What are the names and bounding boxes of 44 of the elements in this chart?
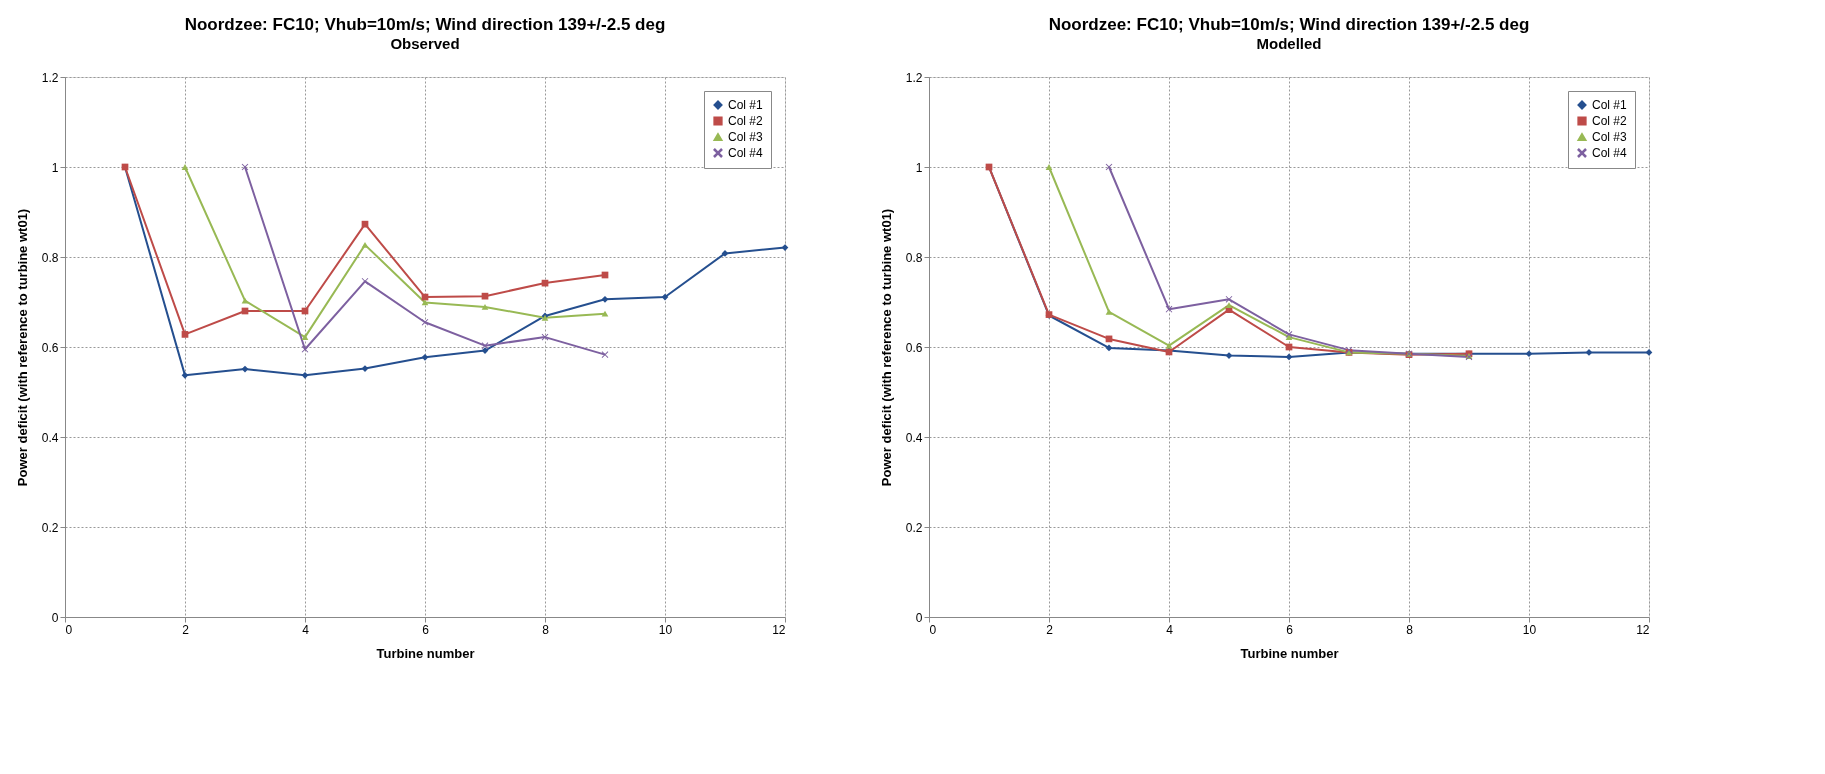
legend-label: Col #2 bbox=[1592, 114, 1628, 128]
chart-subtitle: Observed bbox=[390, 35, 460, 52]
legend-label: Col #3 bbox=[728, 130, 764, 144]
x-tick-label: 6 bbox=[1286, 622, 1294, 637]
y-tick-label: 0 bbox=[51, 610, 59, 625]
y-tick-label: 0.2 bbox=[905, 520, 923, 535]
y-tick-label: 0.4 bbox=[41, 430, 59, 445]
x-tick-label: 10 bbox=[658, 622, 673, 637]
x-axis-title: Turbine number bbox=[376, 645, 475, 661]
x-tick-label: 2 bbox=[182, 622, 190, 637]
legend-label: Col #1 bbox=[1592, 98, 1628, 112]
x-tick-label: 12 bbox=[772, 622, 786, 637]
y-tick-label: 0.2 bbox=[41, 520, 59, 535]
chart-title: Noordzee: FC10; Vhub=10m/s; Wind direction 139+/-2.5 deg bbox=[184, 15, 666, 34]
x-tick-label: 0 bbox=[65, 622, 73, 637]
x-tick-label: 2 bbox=[1046, 622, 1054, 637]
x-tick-label: 6 bbox=[422, 622, 430, 637]
x-tick-label: 8 bbox=[1406, 622, 1414, 637]
y-tick-label: 1.2 bbox=[41, 70, 59, 85]
x-tick-label: 10 bbox=[1522, 622, 1537, 637]
y-tick-label: 1 bbox=[915, 160, 923, 175]
y-tick-label: 0.4 bbox=[905, 430, 923, 445]
y-axis-title: Power deficit (with reference to turbine wt01) bbox=[878, 208, 894, 487]
y-axis-title: Power deficit (with reference to turbine wt01) bbox=[14, 208, 30, 487]
legend-label: Col #3 bbox=[1592, 130, 1628, 144]
y-tick-label: 1 bbox=[51, 160, 59, 175]
y-tick-label: 0.6 bbox=[905, 340, 923, 355]
x-axis-title: Turbine number bbox=[1240, 645, 1339, 661]
y-tick-label: 0.6 bbox=[41, 340, 59, 355]
y-tick-label: 1.2 bbox=[905, 70, 923, 85]
x-tick-label: 0 bbox=[929, 622, 937, 637]
legend-label: Col #4 bbox=[1592, 146, 1628, 160]
y-tick-label: 0.8 bbox=[905, 250, 923, 265]
y-tick-label: 0 bbox=[915, 610, 923, 625]
chart-title: Noordzee: FC10; Vhub=10m/s; Wind direction 139+/-2.5 deg bbox=[1048, 15, 1530, 34]
x-tick-label: 4 bbox=[302, 622, 310, 637]
x-tick-label: 8 bbox=[542, 622, 550, 637]
legend-label: Col #4 bbox=[728, 146, 764, 160]
chart-subtitle: Modelled bbox=[1256, 35, 1322, 52]
x-tick-label: 12 bbox=[1636, 622, 1650, 637]
y-tick-label: 0.8 bbox=[41, 250, 59, 265]
x-tick-label: 4 bbox=[1166, 622, 1174, 637]
legend-label: Col #2 bbox=[728, 114, 764, 128]
legend-label: Col #1 bbox=[728, 98, 764, 112]
